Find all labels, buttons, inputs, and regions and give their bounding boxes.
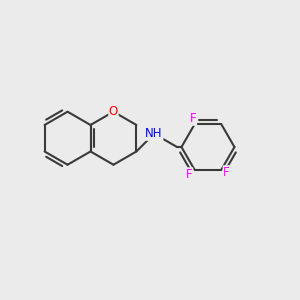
Text: F: F [190, 112, 196, 125]
Text: O: O [109, 105, 118, 118]
Text: F: F [223, 166, 230, 179]
Text: NH: NH [146, 127, 163, 140]
Text: F: F [186, 168, 193, 181]
